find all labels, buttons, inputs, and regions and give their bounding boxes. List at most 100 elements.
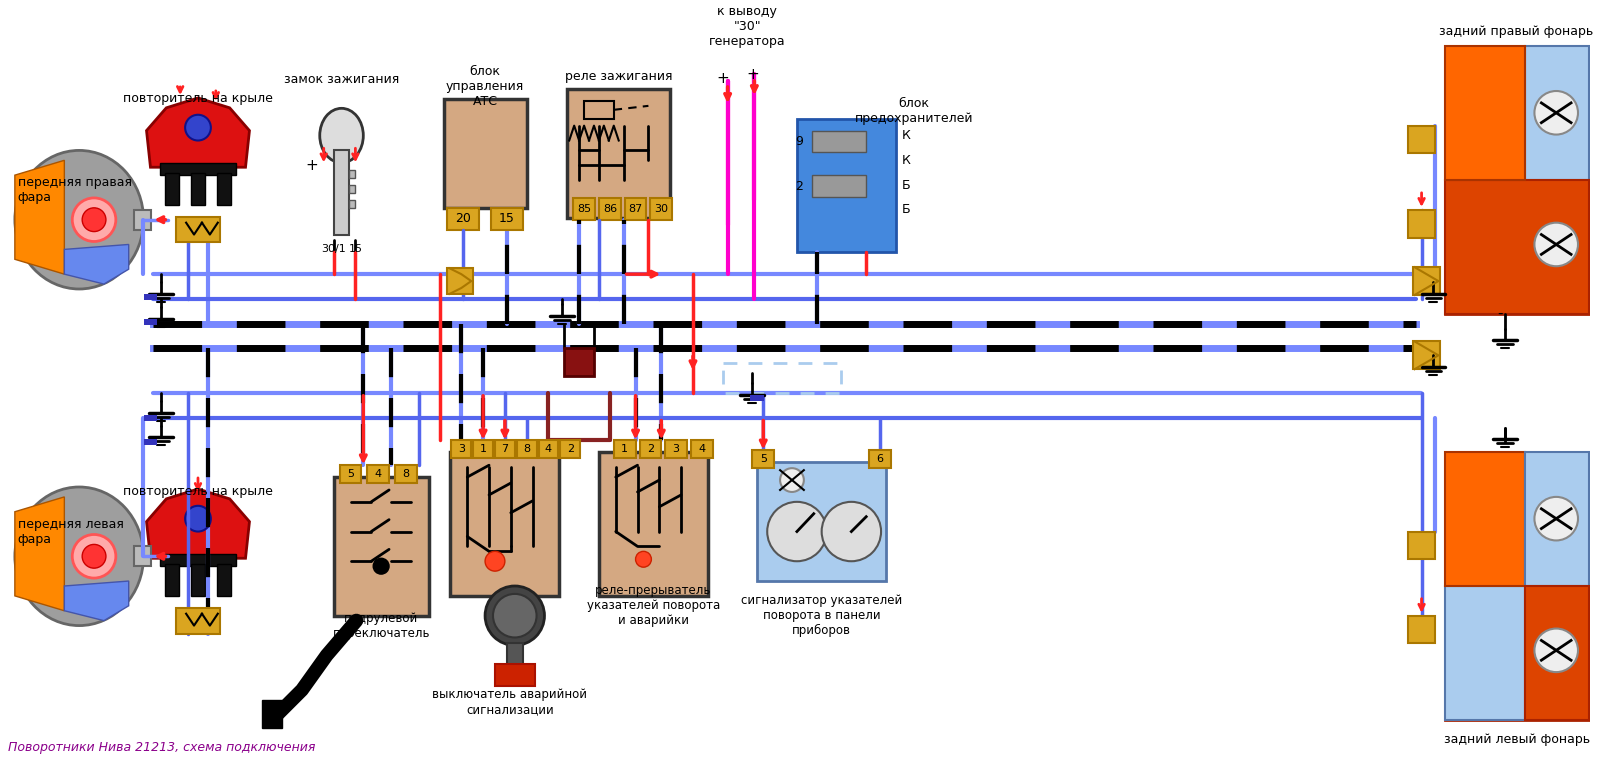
Bar — [796, 118, 896, 253]
Text: 3: 3 — [672, 444, 679, 455]
Text: 2: 2 — [794, 180, 802, 193]
Ellipse shape — [14, 150, 143, 289]
Bar — [448, 208, 478, 230]
Bar — [639, 440, 661, 458]
Text: +: + — [305, 158, 318, 173]
Bar — [1408, 209, 1435, 238]
Bar — [133, 209, 151, 230]
Bar — [751, 450, 774, 468]
Bar — [1523, 452, 1587, 586]
Bar — [165, 564, 180, 596]
Bar — [451, 440, 470, 458]
Bar — [350, 185, 355, 193]
Text: 5: 5 — [759, 455, 766, 465]
Bar — [1444, 46, 1587, 313]
Circle shape — [82, 208, 106, 231]
Text: 6: 6 — [876, 455, 883, 465]
Bar — [334, 477, 429, 616]
Circle shape — [636, 551, 652, 567]
Text: -: - — [1496, 306, 1502, 321]
Polygon shape — [14, 497, 64, 611]
Bar — [1444, 46, 1523, 180]
Bar — [448, 268, 473, 294]
Bar — [449, 452, 559, 596]
Text: К: К — [900, 154, 910, 167]
Text: 3: 3 — [457, 444, 464, 455]
Text: 8: 8 — [523, 444, 530, 455]
Text: повторитель на крыле: повторитель на крыле — [124, 486, 273, 499]
Polygon shape — [64, 244, 128, 284]
Bar — [491, 208, 522, 230]
Text: 8: 8 — [403, 469, 409, 479]
Text: 1: 1 — [621, 444, 628, 455]
Text: 20: 20 — [456, 213, 470, 225]
Bar — [368, 465, 388, 483]
Bar — [443, 99, 526, 208]
Circle shape — [82, 544, 106, 568]
Text: блок
управления
АТС: блок управления АТС — [446, 65, 523, 108]
Bar — [1523, 586, 1587, 720]
Text: 1: 1 — [480, 444, 486, 455]
Text: +: + — [716, 71, 729, 86]
Bar — [811, 175, 865, 197]
Bar — [494, 440, 515, 458]
Circle shape — [72, 534, 116, 578]
Text: 15: 15 — [348, 244, 363, 254]
Text: 15: 15 — [499, 213, 515, 225]
Bar — [1523, 46, 1587, 180]
Text: 7: 7 — [501, 444, 509, 455]
Bar — [599, 452, 708, 596]
Text: задний правый фонарь: задний правый фонарь — [1438, 25, 1592, 38]
Text: 2: 2 — [647, 444, 653, 455]
Bar — [143, 294, 157, 300]
Circle shape — [822, 502, 881, 561]
Bar — [494, 664, 534, 686]
Bar — [1444, 180, 1587, 313]
Circle shape — [185, 115, 210, 140]
Bar — [613, 440, 636, 458]
Text: замок зажигания: замок зажигания — [284, 73, 400, 86]
Circle shape — [767, 502, 827, 561]
Circle shape — [1533, 628, 1578, 672]
Bar — [160, 554, 236, 566]
Bar — [538, 440, 559, 458]
Text: блок
предохранителей: блок предохранителей — [854, 97, 973, 124]
Bar — [191, 173, 205, 205]
Bar — [177, 217, 220, 242]
Text: задний левый фонарь: задний левый фонарь — [1443, 733, 1589, 746]
Circle shape — [1533, 222, 1578, 266]
Circle shape — [1533, 91, 1578, 134]
Text: к выводу
"30"
генератора: к выводу "30" генератора — [709, 5, 785, 48]
Polygon shape — [14, 160, 64, 274]
Text: передняя правая
фара: передняя правая фара — [18, 176, 132, 204]
Bar — [133, 546, 151, 566]
Circle shape — [372, 559, 388, 574]
Text: повторитель на крыле: повторитель на крыле — [124, 93, 273, 106]
Bar — [517, 440, 536, 458]
Bar — [262, 700, 282, 728]
Text: выключатель аварийной
сигнализации: выключатель аварийной сигнализации — [432, 688, 587, 716]
Bar — [165, 173, 180, 205]
Bar — [1444, 452, 1523, 586]
Bar — [650, 198, 672, 219]
Bar — [191, 564, 205, 596]
Text: подрулевой
переключатель: подрулевой переключатель — [332, 612, 430, 640]
Circle shape — [485, 551, 504, 571]
Text: 9: 9 — [794, 135, 802, 148]
Bar — [177, 608, 220, 634]
Bar — [584, 101, 613, 118]
Text: Б: Б — [900, 203, 910, 216]
Bar — [868, 450, 891, 468]
Polygon shape — [146, 98, 249, 167]
Text: 30/1: 30/1 — [321, 244, 345, 254]
Text: 4: 4 — [544, 444, 552, 455]
Bar — [1444, 452, 1587, 720]
Text: 87: 87 — [628, 204, 642, 214]
Bar — [1408, 531, 1435, 559]
Text: 4: 4 — [374, 469, 382, 479]
Bar — [350, 200, 355, 208]
Polygon shape — [64, 581, 128, 621]
Bar — [758, 462, 886, 581]
Bar — [1412, 342, 1440, 369]
Bar — [217, 564, 231, 596]
